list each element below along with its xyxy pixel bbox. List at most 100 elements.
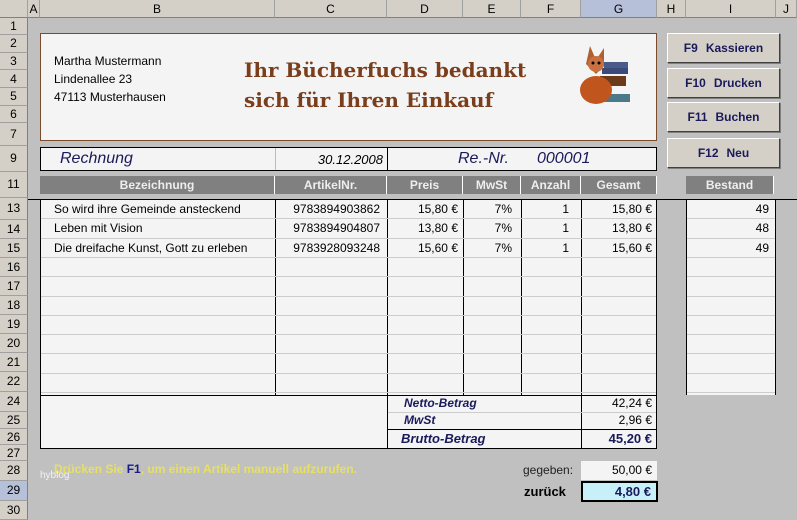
row-header-19[interactable]: 19 (0, 314, 28, 334)
row-header-1[interactable]: 1 (0, 18, 28, 35)
row-divider (41, 314, 656, 316)
row-divider (687, 372, 775, 374)
row-divider (687, 237, 775, 239)
row-header-20[interactable]: 20 (0, 333, 28, 353)
row-header-28[interactable]: 28 (0, 461, 28, 481)
freeze-pane-line (28, 199, 797, 200)
invoice-date[interactable]: 30.12.2008 (317, 152, 383, 167)
item-qty[interactable]: 1 (562, 202, 569, 216)
invoice-title: Rechnung (60, 150, 133, 167)
button-kassieren[interactable]: F9 Kassieren (667, 33, 780, 63)
row-header-17[interactable]: 17 (0, 276, 28, 296)
customer-street: Lindenallee 23 (54, 72, 133, 86)
button-drucken[interactable]: F10 Drucken (667, 68, 780, 98)
item-total[interactable]: 15,80 € (611, 202, 652, 216)
item-name[interactable]: Die dreifache Kunst, Gott zu erleben (54, 240, 248, 255)
item-vat[interactable]: 7% (494, 221, 512, 236)
row-header-27[interactable]: 27 (0, 445, 28, 461)
item-stock[interactable]: 49 (755, 240, 769, 255)
customer-city: 47113 Musterhausen (54, 90, 166, 104)
row-header-21[interactable]: 21 (0, 352, 28, 372)
item-vat[interactable]: 7% (494, 202, 512, 216)
net-label: Netto-Betrag (404, 396, 477, 410)
button-label: Drucken (713, 76, 762, 90)
button-label: Neu (726, 146, 750, 160)
hint-after: , um einen Artikel manuell aufzurufen. (140, 462, 357, 476)
button-neu[interactable]: F12 Neu (667, 138, 780, 168)
header-artikelnr: ArtikelNr. (275, 176, 387, 194)
row-divider (687, 276, 775, 278)
row-header-7[interactable]: 7 (0, 123, 28, 146)
item-name[interactable]: Leben mit Vision (54, 221, 143, 236)
row-header-4[interactable]: 4 (0, 70, 28, 88)
row-divider (687, 392, 775, 393)
column-header-E[interactable]: E (463, 0, 521, 18)
row-header-22[interactable]: 22 (0, 371, 28, 392)
change-amount[interactable]: 4,80 € (581, 481, 658, 502)
item-name[interactable]: So wird ihre Gemeinde ansteckend (54, 202, 241, 216)
row-header-16[interactable]: 16 (0, 257, 28, 277)
select-all-corner[interactable] (0, 0, 28, 18)
row-header-13[interactable]: 13 (0, 197, 28, 220)
item-article[interactable]: 9783928093248 (293, 240, 380, 255)
header-preis: Preis (387, 176, 463, 194)
row-divider (41, 295, 656, 297)
gross-label: Brutto-Betrag (401, 431, 486, 446)
row-divider (687, 256, 775, 258)
item-stock[interactable]: 48 (755, 221, 769, 236)
column-header-A[interactable]: A (28, 0, 40, 18)
row-header-11[interactable]: 11 (0, 172, 28, 198)
item-stock[interactable]: 49 (755, 202, 769, 216)
row-header-6[interactable]: 6 (0, 105, 28, 123)
hint-before: Drücken Sie (54, 462, 127, 476)
row-header-15[interactable]: 15 (0, 238, 28, 258)
hint-text: Drücken Sie F1, um einen Artikel manuell… (54, 462, 357, 476)
row-header-18[interactable]: 18 (0, 295, 28, 315)
row-header-5[interactable]: 5 (0, 88, 28, 106)
column-divider (387, 199, 388, 395)
item-article[interactable]: 9783894904807 (293, 221, 380, 236)
row-divider (41, 237, 656, 239)
item-price[interactable]: 15,60 € (417, 240, 458, 255)
row-header-3[interactable]: 3 (0, 52, 28, 70)
row-divider (41, 218, 656, 220)
row-header-30[interactable]: 30 (0, 500, 28, 520)
column-header-J[interactable]: J (776, 0, 797, 18)
column-header-D[interactable]: D (387, 0, 463, 18)
greeting-line-1: Ihr Bücherfuchs bedankt (244, 58, 527, 82)
hint-key: F1 (126, 462, 141, 476)
row-header-29[interactable]: 29 (0, 480, 28, 501)
column-header-F[interactable]: F (521, 0, 581, 18)
column-header-B[interactable]: B (40, 0, 275, 18)
column-divider (521, 199, 522, 395)
item-total[interactable]: 15,60 € (611, 240, 652, 255)
row-header-25[interactable]: 25 (0, 411, 28, 429)
column-header-I[interactable]: I (686, 0, 776, 18)
customer-name: Martha Mustermann (54, 54, 162, 68)
button-buchen[interactable]: F11 Buchen (667, 102, 780, 132)
item-total[interactable]: 13,80 € (611, 221, 652, 236)
row-header-9[interactable]: 9 (0, 145, 28, 172)
row-header-26[interactable]: 26 (0, 429, 28, 445)
item-qty[interactable]: 1 (562, 240, 569, 255)
item-qty[interactable]: 1 (562, 221, 569, 236)
watermark: hyblog (40, 470, 70, 481)
fox-logo-icon (580, 46, 630, 104)
item-price[interactable]: 13,80 € (417, 221, 458, 236)
row-header-24[interactable]: 24 (0, 392, 28, 412)
header-mwst: MwSt (463, 176, 521, 194)
item-price[interactable]: 15,80 € (417, 202, 458, 216)
item-vat[interactable]: 7% (494, 240, 512, 255)
row-header-14[interactable]: 14 (0, 219, 28, 239)
column-header-G[interactable]: G (581, 0, 657, 18)
column-header-H[interactable]: H (657, 0, 686, 18)
column-header-C[interactable]: C (275, 0, 387, 18)
header-bestand: Bestand (686, 176, 774, 194)
given-amount[interactable]: 50,00 € (581, 461, 657, 480)
gross-amount: 45,20 € (608, 431, 652, 446)
row-header-2[interactable]: 2 (0, 35, 28, 53)
change-label: zurück (524, 484, 566, 499)
item-article[interactable]: 9783894903862 (293, 202, 380, 216)
row-divider (41, 353, 656, 355)
header-gesamt: Gesamt (581, 176, 657, 194)
